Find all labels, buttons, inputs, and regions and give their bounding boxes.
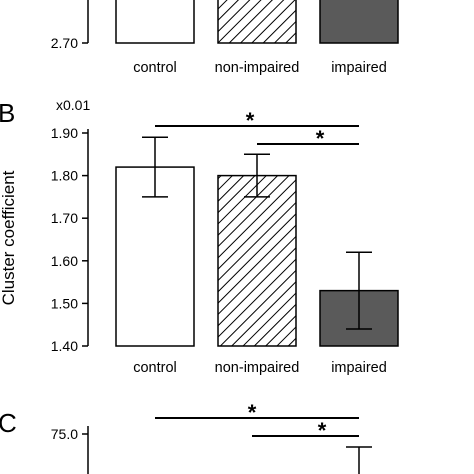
panel-c-label: C [0,408,17,438]
panel-a-bar-control [115,0,195,44]
panel-c-sig-star-2: * [318,418,327,443]
panel-a-category-non-impaired: non-impaired [215,60,300,76]
panel-b: B x0.01 Cluster coefficient 1.40 1.50 1.60… [0,97,399,376]
panel-b-y-tick-label: 1.90 [51,125,78,141]
panel-b-category-non-impaired: non-impaired [215,360,300,376]
panel-c-sig-star-1: * [248,400,257,425]
panel-c-tick-label-75: 75.0 [51,426,78,442]
panel-b-significance: ** [155,108,359,151]
panel-b-y-axis-label: Cluster coefficient [0,170,18,305]
panel-c: C 75.0 * * [0,400,372,474]
panel-b-error-bars [142,136,372,330]
panel-b-y-tick-label: 1.70 [51,210,78,226]
panel-b-category-impaired: impaired [331,360,387,376]
panel-a-bar-non-impaired [217,0,297,44]
panel-a-tick-label-270: 2.70 [51,35,78,51]
panel-b-bar-non-impaired [217,174,297,347]
panel-b-ticks: 1.40 1.50 1.60 1.70 1.80 1.90 [51,125,88,354]
panel-a-category-control: control [133,60,177,76]
panel-b-y-tick-label: 1.40 [51,338,78,354]
panel-b-label: B [0,98,15,128]
panel-b-y-tick-label: 1.50 [51,295,78,311]
panel-a-bar-impaired [319,0,399,44]
panel-a: 2.70 control non-impaired impaired [51,0,399,76]
panel-b-category-control: control [133,360,177,376]
panel-b-y-tick-label: 1.60 [51,253,78,269]
panel-b-scale-label: x0.01 [56,97,90,113]
panel-b-sig-star: * [246,108,255,133]
panel-b-sig-star: * [316,126,325,151]
panel-b-y-tick-label: 1.80 [51,168,78,184]
panel-a-category-impaired: impaired [331,60,387,76]
